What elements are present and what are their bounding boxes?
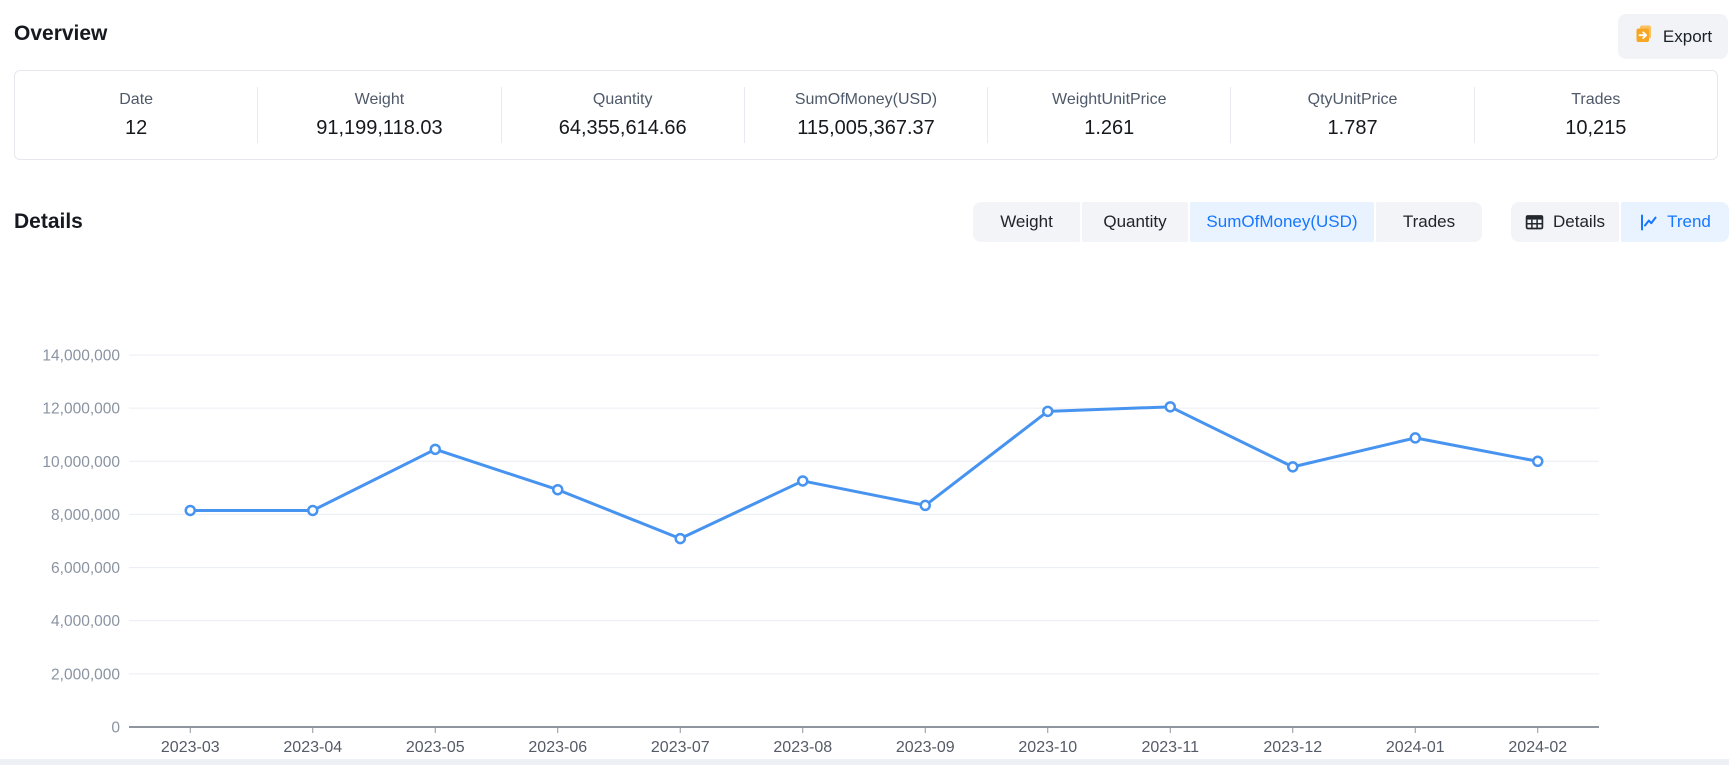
chart-point-2023-11[interactable] <box>1164 401 1176 413</box>
stat-weight: Weight 91,199,118.03 <box>258 91 500 140</box>
chart-point-2023-06[interactable] <box>552 483 564 496</box>
stat-label: QtyUnitPrice <box>1307 90 1398 108</box>
y-axis-label: 0 <box>111 720 120 737</box>
divider <box>743 87 745 143</box>
x-axis-label: 2023-03 <box>161 739 220 756</box>
stat-label: Date <box>119 90 154 108</box>
stat-value: 1.787 <box>1327 116 1378 139</box>
x-axis-label: 2024-02 <box>1508 739 1567 756</box>
tab-label: Weight <box>1000 212 1053 231</box>
y-axis-label: 6,000,000 <box>51 560 120 577</box>
y-axis-label: 4,000,000 <box>51 613 120 630</box>
export-button[interactable]: Export <box>1618 14 1728 59</box>
stat-label: WeightUnitPrice <box>1052 90 1167 108</box>
file-export-icon <box>1634 24 1654 49</box>
x-axis-label: 2023-10 <box>1018 739 1077 756</box>
tab-label: Quantity <box>1103 212 1167 231</box>
x-axis-label: 2023-05 <box>406 739 465 756</box>
stat-label: Quantity <box>592 90 653 108</box>
x-axis-label: 2023-07 <box>651 739 710 756</box>
chart-point-2023-12[interactable] <box>1287 461 1299 473</box>
tab-label: SumOfMoney(USD) <box>1206 212 1358 231</box>
chart-point-2023-03[interactable] <box>184 504 196 517</box>
stat-value: 115,005,367.37 <box>797 116 935 139</box>
stat-qty-unit-price: QtyUnitPrice 1.787 <box>1231 91 1473 140</box>
divider <box>1230 87 1232 143</box>
divider <box>257 87 259 143</box>
tab-label: Details <box>1553 212 1605 231</box>
x-axis-label: 2024-01 <box>1386 739 1445 756</box>
divider <box>1473 87 1475 143</box>
bottom-strip <box>0 759 1729 765</box>
x-axis-label: 2023-09 <box>896 739 955 756</box>
stat-value: 10,215 <box>1565 116 1627 139</box>
tab-trades[interactable]: Trades <box>1376 202 1482 242</box>
x-axis-label: 2023-12 <box>1263 739 1322 756</box>
y-axis-label: 10,000,000 <box>42 454 120 471</box>
y-axis-label: 2,000,000 <box>51 666 120 683</box>
stat-trades: Trades 10,215 <box>1475 91 1717 140</box>
chart-point-2023-07[interactable] <box>674 532 686 545</box>
x-axis-label: 2023-06 <box>528 739 587 756</box>
y-axis-label: 14,000,000 <box>42 348 120 365</box>
chart-point-2024-02[interactable] <box>1532 455 1544 468</box>
tab-label: Trend <box>1667 212 1711 231</box>
stat-label: Weight <box>354 90 405 108</box>
stat-value: 91,199,118.03 <box>316 116 443 139</box>
stat-value: 12 <box>125 116 148 139</box>
view-tab-group: Details Trend <box>1511 202 1729 242</box>
stat-quantity: Quantity 64,355,614.66 <box>502 91 744 140</box>
tab-weight[interactable]: Weight <box>973 202 1080 242</box>
y-axis-label: 8,000,000 <box>51 507 120 524</box>
x-axis-label: 2023-04 <box>283 739 342 756</box>
details-title: Details <box>14 210 83 233</box>
metric-tab-group: Weight Quantity SumOfMoney(USD) Trades <box>973 202 1482 242</box>
tab-quantity[interactable]: Quantity <box>1082 202 1188 242</box>
chart-point-2023-09[interactable] <box>919 499 931 512</box>
stat-weight-unit-price: WeightUnitPrice 1.261 <box>988 91 1230 140</box>
chart-point-2023-05[interactable] <box>429 443 441 456</box>
tab-label: Trades <box>1402 212 1456 231</box>
stat-label: SumOfMoney(USD) <box>794 90 938 108</box>
stat-date: Date 12 <box>15 91 257 140</box>
chart-point-2023-08[interactable] <box>797 475 809 487</box>
chart-point-2023-10[interactable] <box>1042 405 1054 418</box>
stat-label: Trades <box>1571 90 1621 108</box>
x-axis-label: 2023-11 <box>1141 739 1199 756</box>
x-axis-label: 2023-08 <box>773 739 832 756</box>
table-grid-icon <box>1525 213 1544 232</box>
y-axis-label: 12,000,000 <box>42 401 120 418</box>
chart-point-2023-04[interactable] <box>307 504 319 517</box>
stat-value: 64,355,614.66 <box>558 116 687 139</box>
stat-sum-of-money: SumOfMoney(USD) 115,005,367.37 <box>745 91 987 140</box>
divider <box>987 87 989 143</box>
overview-stats-card: Date 12 Weight 91,199,118.03 Quantity 64… <box>14 70 1718 160</box>
trend-line <box>188 405 1540 541</box>
stat-value: 1.261 <box>1084 116 1135 139</box>
divider <box>500 87 502 143</box>
details-toolbar: Weight Quantity SumOfMoney(USD) Trades D… <box>973 202 1729 242</box>
overview-title: Overview <box>14 22 108 45</box>
tab-sum-of-money[interactable]: SumOfMoney(USD) <box>1190 202 1374 242</box>
line-chart-icon <box>1639 213 1658 232</box>
tab-details-view[interactable]: Details <box>1511 202 1619 242</box>
tab-trend-view[interactable]: Trend <box>1621 202 1729 242</box>
chart-point-2024-01[interactable] <box>1409 432 1421 444</box>
export-button-label: Export <box>1662 26 1713 46</box>
